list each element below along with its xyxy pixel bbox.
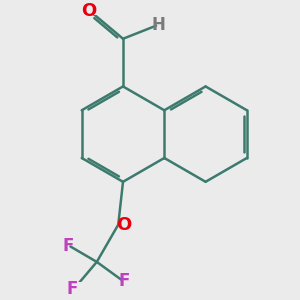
Text: H: H xyxy=(152,16,165,34)
Text: O: O xyxy=(81,2,96,20)
Text: F: F xyxy=(62,237,74,255)
Text: F: F xyxy=(118,272,130,290)
Text: O: O xyxy=(116,216,132,234)
Text: F: F xyxy=(66,280,78,298)
